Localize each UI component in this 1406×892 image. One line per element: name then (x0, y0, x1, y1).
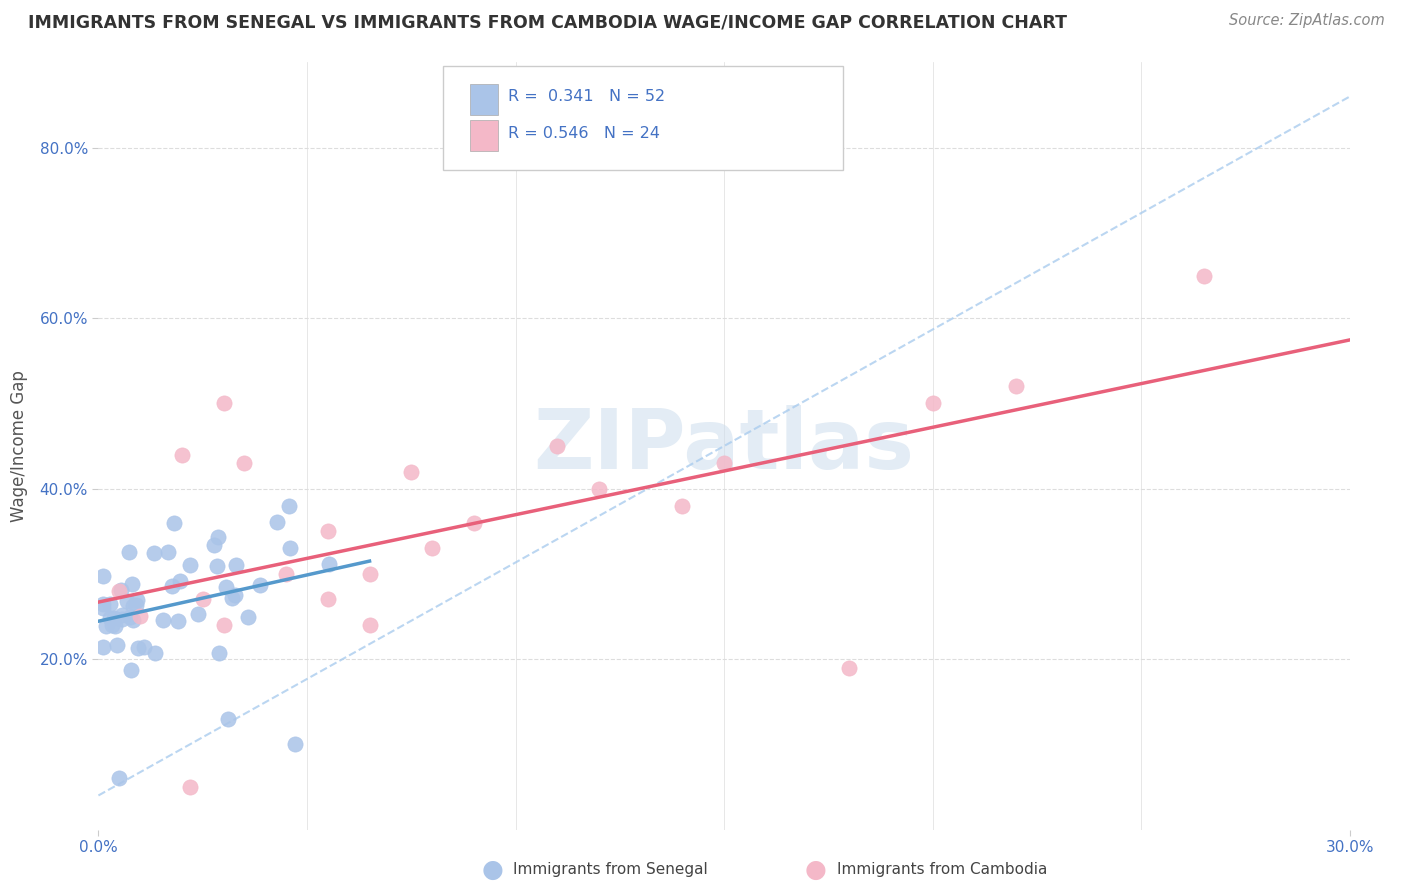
Point (117, 545, 139, 559)
Text: Immigrants from Cambodia: Immigrants from Cambodia (837, 863, 1047, 877)
Point (100, 617, 122, 632)
Point (122, 613, 145, 627)
Point (160, 579, 183, 593)
Point (118, 610, 141, 624)
Point (224, 588, 246, 602)
Point (207, 530, 229, 544)
Point (208, 646, 231, 660)
Point (191, 592, 214, 607)
Point (110, 582, 132, 597)
Point (111, 612, 134, 626)
Point (124, 598, 146, 612)
Point (166, 614, 188, 628)
Point (170, 448, 193, 462)
Point (316, 524, 339, 539)
Point (546, 439, 568, 453)
Point (127, 593, 149, 607)
Point (152, 613, 174, 627)
Point (169, 574, 191, 588)
Point (215, 580, 238, 594)
Point (91, 601, 114, 615)
Point (179, 558, 201, 572)
Point (221, 591, 243, 605)
Point (91, 640, 114, 654)
Point (249, 578, 271, 592)
Text: Source: ZipAtlas.com: Source: ZipAtlas.com (1229, 13, 1385, 29)
Point (163, 516, 186, 530)
Point (100, 611, 122, 625)
Text: Immigrants from Senegal: Immigrants from Senegal (513, 863, 709, 877)
Point (129, 609, 152, 624)
Point (588, 482, 610, 496)
Point (316, 592, 339, 607)
Point (359, 618, 381, 632)
Point (111, 608, 134, 623)
Point (202, 538, 225, 552)
Point (120, 664, 142, 678)
Point (179, 780, 201, 794)
Point (212, 618, 235, 632)
Point (104, 619, 127, 633)
Point (318, 557, 340, 571)
Point (401, 465, 423, 479)
Point (105, 638, 128, 652)
Point (122, 599, 145, 613)
Y-axis label: Wage/Income Gap: Wage/Income Gap (10, 370, 28, 522)
Point (1192, 268, 1215, 283)
Point (217, 712, 239, 726)
Text: ●: ● (804, 858, 827, 881)
Point (108, 772, 131, 786)
Text: IMMIGRANTS FROM SENEGAL VS IMMIGRANTS FROM CAMBODIA WAGE/INCOME GAP CORRELATION : IMMIGRANTS FROM SENEGAL VS IMMIGRANTS FR… (28, 13, 1067, 31)
Point (156, 544, 179, 558)
Text: ●: ● (481, 858, 503, 881)
Point (278, 541, 301, 555)
Text: R =  0.341   N = 52: R = 0.341 N = 52 (508, 89, 665, 104)
Point (103, 611, 125, 625)
Point (921, 396, 943, 410)
Point (838, 660, 860, 674)
Point (212, 396, 235, 410)
Point (91, 569, 114, 583)
Point (187, 607, 209, 621)
Point (91, 597, 114, 611)
Point (278, 499, 301, 513)
Point (143, 646, 166, 660)
Point (713, 456, 735, 470)
Point (121, 577, 143, 591)
Point (238, 609, 260, 624)
Point (108, 583, 131, 598)
Point (671, 499, 693, 513)
Point (284, 737, 307, 751)
Point (1005, 379, 1028, 393)
Point (233, 456, 256, 470)
Text: R = 0.546   N = 24: R = 0.546 N = 24 (508, 126, 659, 141)
Point (117, 594, 139, 608)
Text: ZIPatlas: ZIPatlas (534, 406, 914, 486)
Point (420, 541, 443, 556)
FancyBboxPatch shape (470, 84, 498, 114)
Point (359, 566, 381, 581)
Point (207, 558, 229, 573)
Point (127, 641, 149, 656)
FancyBboxPatch shape (443, 66, 844, 169)
Point (266, 515, 288, 529)
Point (225, 558, 247, 573)
Point (134, 640, 156, 655)
Point (274, 566, 298, 581)
Point (142, 546, 165, 560)
Point (98, 597, 121, 611)
Point (94, 618, 117, 632)
FancyBboxPatch shape (470, 120, 498, 151)
Point (463, 516, 485, 530)
